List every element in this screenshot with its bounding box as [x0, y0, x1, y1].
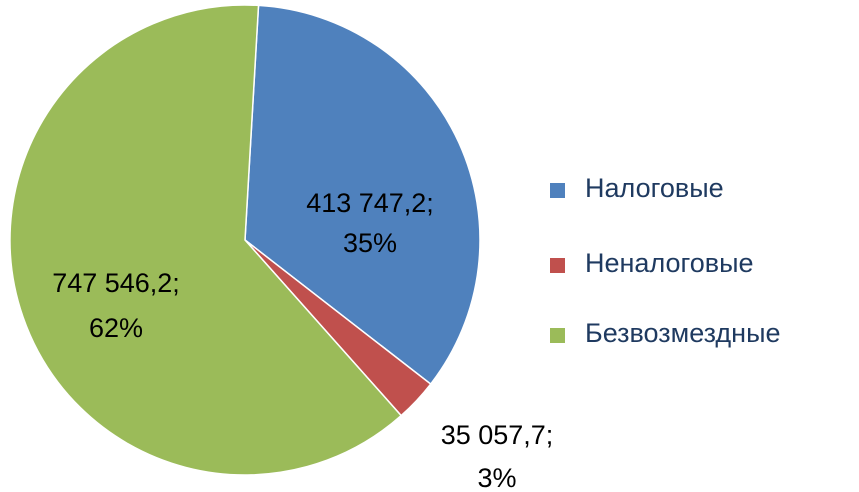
legend-label: Неналоговые	[585, 248, 754, 278]
legend-swatch	[550, 258, 565, 273]
percent-label: 62%	[89, 313, 143, 343]
legend-label: Налоговые	[585, 173, 724, 203]
legend-swatch	[550, 328, 565, 343]
data-label: 747 546,2;	[52, 268, 180, 298]
percent-label: 3%	[477, 463, 516, 492]
data-label: 413 747,2;	[306, 188, 434, 218]
pie-slice	[244, 4, 481, 386]
percent-label: 35%	[343, 228, 397, 258]
data-label: 35 057,7;	[441, 420, 554, 450]
legend-label: Безвозмездные	[585, 318, 781, 348]
legend-swatch	[550, 183, 565, 198]
pie-slice	[9, 4, 403, 476]
